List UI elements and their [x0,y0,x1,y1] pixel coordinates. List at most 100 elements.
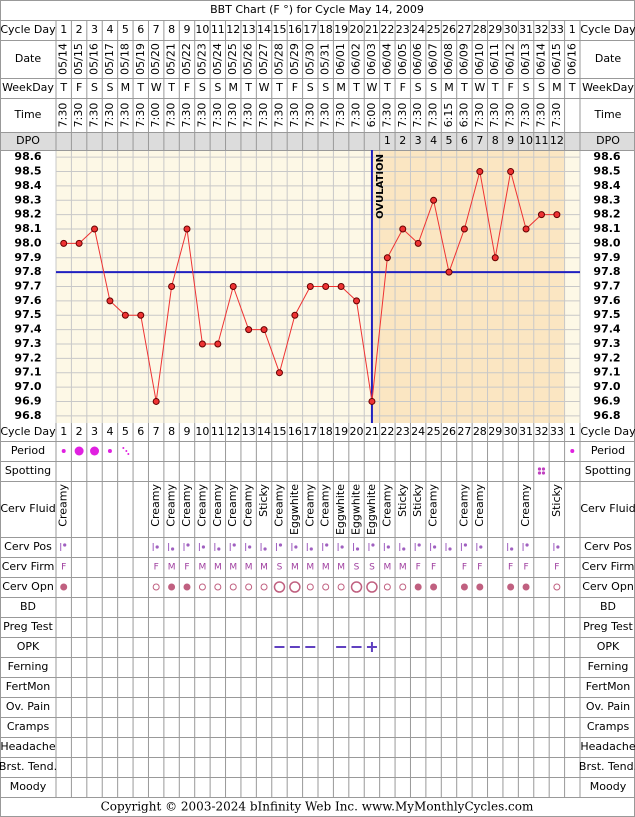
temperature-point [275,369,283,377]
cerv-pos-icon [309,547,313,551]
times-cell: 7:30 [57,103,70,128]
dates-cell: 06/08 [442,43,455,75]
cerv_firm-cell: F [508,563,513,573]
cycle_days-cell: 26 [442,23,456,36]
footer: Copyright © 2003-2024 bInfinity Web Inc.… [101,800,534,814]
cerv-pos-icon [402,547,406,551]
cerv_firm-cell: M [337,563,345,573]
row-label: Cramps [7,720,50,733]
times-cell: 7:30 [350,103,363,128]
cycle_days-cell: 6 [137,425,144,438]
temperature-point [476,168,484,176]
temperature-point [507,168,515,176]
times-cell: 7:30 [488,103,501,128]
weekdays-cell: S [307,81,314,94]
weekdays-cell: S [106,81,113,94]
cerv_fluid-cell: Eggwhite [334,484,347,535]
row-label: Cycle Day [0,23,56,36]
times-cell: 7:30 [519,103,532,128]
temperature-point [260,326,268,334]
y-tick-label: 97.4 [593,323,620,336]
cerv-opn-icon [168,583,176,591]
y-tick-label: 96.9 [593,394,620,407]
cycle_days-cell: 20 [350,23,364,36]
times-cell: 7:30 [288,103,301,128]
cycle_days-cell: 2 [76,23,83,36]
y-tick-label: 98.3 [14,193,41,206]
dpo-cell: 10 [519,134,533,147]
row-label: Cycle Day [580,425,635,438]
cycle_days-cell: 21 [365,23,379,36]
y-tick-label: 97.0 [14,380,41,393]
y-tick-label: 97.9 [593,251,620,264]
dpo-cell: 4 [430,134,437,147]
dates-cell: 06/05 [396,43,409,75]
row-label: Cramps [587,720,630,733]
y-tick-label: 97.5 [14,308,41,321]
y-tick-label: 97.8 [593,265,620,278]
cerv_fluid-cell: Creamy [303,484,316,527]
cycle_days-cell: 10 [195,425,209,438]
dates-cell: 05/17 [103,43,116,75]
cerv_firm-cell: F [477,563,482,573]
cerv_fluid-cell: Sticky [396,484,409,517]
cycle_days-cell: 26 [442,425,456,438]
cycle_days-cell: 33 [550,23,564,36]
cycle_days-cell: 31 [519,23,533,36]
times-cell: 7:30 [380,103,393,128]
row-label: Spotting [585,464,631,477]
cycle_days-cell: 4 [106,425,113,438]
times-cell: 7:30 [103,103,116,128]
weekdays-cell: T [383,81,391,94]
cycle_days-cell: 30 [504,425,518,438]
dpo-cell: 1 [384,134,391,147]
cerv_firm-cell: S [354,563,360,573]
times-cell: 7:30 [211,103,224,128]
cerv_fluid-cell: Creamy [180,484,193,527]
dates-cell: 06/16 [565,43,578,75]
weekdays-cell: M [552,81,562,94]
temperature-point [553,211,561,219]
cerv-opn-icon [522,583,530,591]
cerv-pos-icon [463,543,468,547]
row-label: Cycle Day [580,23,635,36]
cerv_firm-cell: M [199,563,207,573]
period-icon [107,449,112,453]
y-tick-label: 98.0 [593,236,620,249]
row-label: Ov. Pain [586,700,630,713]
cerv-pos-icon [186,543,190,547]
temperature-point [91,225,99,233]
dates-cell: 05/23 [195,43,208,75]
cycle_days-cell: 27 [457,425,471,438]
cerv_fluid-cell: Creamy [165,484,178,527]
cerv_fluid-cell: Sticky [411,484,424,517]
opk-icon [366,642,377,652]
y-tick-label: 97.2 [14,351,41,364]
row-label: DPO [16,134,40,147]
cerv-opn-icon [322,583,330,591]
weekdays-cell: S [322,81,329,94]
dates-cell: 06/02 [350,43,363,75]
cerv-pos-icon [479,545,483,549]
times-cell: 7:30 [334,103,347,128]
y-tick-label: 98.6 [14,150,41,163]
weekdays-cell: W [474,81,485,94]
temperature-point [306,283,314,290]
cerv-opn-icon [152,583,160,591]
cerv_firm-cell: M [168,563,176,573]
dates-cell: 05/16 [88,43,101,75]
cycle_days-cell: 30 [504,23,518,36]
times-cell: 7:30 [411,103,424,128]
cerv_firm-cell: M [399,563,407,573]
row-label: Headache [580,740,635,753]
times-cell: 7:30 [550,103,563,128]
weekdays-cell: F [184,81,190,94]
dates-cell: 05/19 [134,43,147,75]
y-tick-label: 98.5 [593,165,620,178]
dates-cell: 06/15 [550,43,563,75]
cycle_days-cell: 11 [211,23,225,36]
cycle_days-cell: 13 [242,425,256,438]
temperature-point [383,254,391,262]
cycle_days-cell: 33 [550,425,564,438]
times-cell: 6:15 [442,103,455,128]
